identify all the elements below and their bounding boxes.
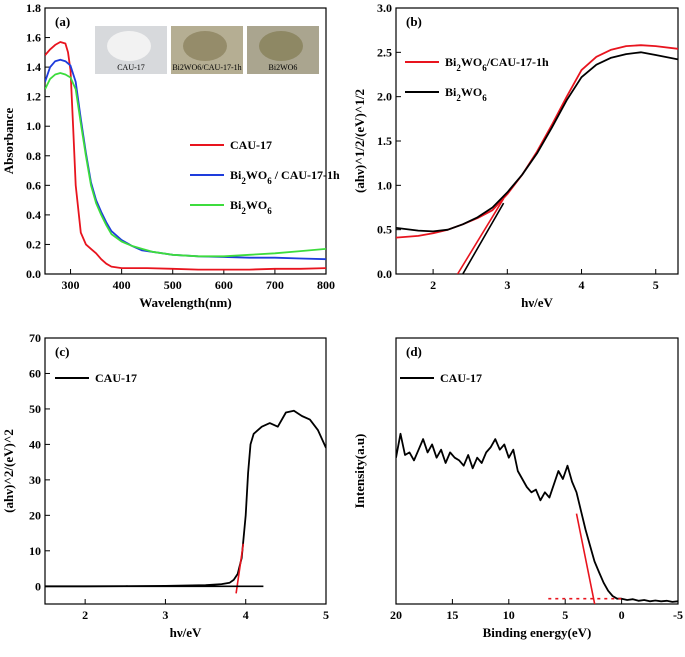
panel-b: 2 3 4 5 0.0 0.5 1.0 1.5 2.0 2.5 3.0 hν/eV (ahν)^1/2/… — [352, 1, 679, 310]
y-tick-label: 1.4 — [26, 60, 41, 74]
x-tick-label: 10 — [503, 608, 515, 622]
x-tick-label: 400 — [113, 278, 131, 292]
panel-c: 2 3 4 5010203040506070hν/eV(ahν)^2/(eV)^2(c… — [1, 331, 329, 640]
x-tick-label: -5 — [673, 608, 683, 622]
x-tick-label: 4 — [579, 278, 585, 292]
x-tick-label: 2 — [430, 278, 436, 292]
x-tick-label: 300 — [62, 278, 80, 292]
y-tick-label: 1.0 — [377, 178, 392, 192]
photo-powder — [107, 31, 151, 61]
panel-a: 300 400 500 600 700 800 0.0 0.2 0.4 0.6 0.8 1.0 1.2 1… — [1, 1, 340, 310]
series-line-cau-17 — [45, 41, 326, 271]
series-line-bi2wo6-cau-17-1h — [396, 44, 678, 239]
y-tick-label: 1.0 — [26, 119, 41, 133]
panel-label: (a) — [55, 14, 70, 29]
x-axis-label: hν/eV — [170, 625, 202, 640]
y-tick-label: 3.0 — [377, 1, 392, 15]
y-tick-label: 0 — [35, 579, 41, 593]
x-tick-label: 500 — [164, 278, 182, 292]
series-line-bi2wo6 — [396, 51, 678, 233]
y-axis-label: (ahν)^1/2/(eV)^1/2 — [352, 89, 367, 193]
y-tick-label: 50 — [29, 402, 41, 416]
y-axis-label: Absorbance — [1, 108, 16, 175]
legend-label: CAU-17 — [95, 371, 137, 385]
x-tick-label: 15 — [446, 608, 458, 622]
y-tick-label: 2.5 — [377, 45, 392, 59]
panel-label: (d) — [406, 344, 422, 359]
x-tick-label: 700 — [266, 278, 284, 292]
y-axis-label: (ahν)^2/(eV)^2 — [1, 429, 16, 513]
photo-powder — [259, 31, 303, 61]
x-tick-label: 3 — [162, 608, 168, 622]
legend-label: Bi2WO6 — [230, 198, 272, 216]
y-tick-label: 1.5 — [377, 134, 392, 148]
legend-label: Bi2WO6 — [445, 85, 487, 103]
x-tick-label: 800 — [317, 278, 335, 292]
y-tick-label: 1.6 — [26, 31, 41, 45]
y-tick-label: 0.6 — [26, 178, 41, 192]
photo-label: Bi2WO6 — [269, 63, 298, 72]
y-tick-label: 60 — [29, 366, 41, 380]
x-tick-label: 5 — [653, 278, 659, 292]
y-axis-label: Intensity(a.u) — [352, 434, 367, 509]
photo-inset: Bi2WO6/CAU-17-1h — [171, 26, 243, 74]
photo-inset: CAU-17 — [95, 26, 167, 74]
photo-inset: Bi2WO6 — [247, 26, 319, 74]
y-tick-label: 40 — [29, 437, 41, 451]
y-tick-label: 0.5 — [377, 223, 392, 237]
series-group — [396, 432, 678, 604]
x-axis-label: hν/eV — [521, 295, 553, 310]
x-tick-label: 5 — [562, 608, 568, 622]
y-tick-label: 0.8 — [26, 149, 41, 163]
series-line-fit-red — [575, 513, 596, 604]
y-tick-label: 0.0 — [26, 267, 41, 281]
photo-powder — [183, 31, 227, 61]
plot-frame — [44, 337, 327, 605]
x-tick-label: 4 — [243, 608, 249, 622]
x-axis-label: Wavelength(nm) — [139, 295, 231, 310]
y-tick-label: 70 — [29, 331, 41, 345]
legend-label: CAU-17 — [230, 138, 272, 152]
legend-label: Bi2WO6/CAU-17-1h — [445, 55, 549, 73]
x-tick-label: 600 — [215, 278, 233, 292]
series-line-fit-red — [456, 198, 505, 274]
y-tick-label: 30 — [29, 473, 41, 487]
series-group — [45, 41, 326, 271]
y-tick-label: 1.8 — [26, 1, 41, 15]
photo-label: CAU-17 — [117, 63, 145, 72]
legend-label: CAU-17 — [440, 371, 482, 385]
x-tick-label: 0 — [619, 608, 625, 622]
y-tick-label: 0.2 — [26, 237, 41, 251]
y-tick-label: 0.0 — [377, 267, 392, 281]
series-line-bi2wo6 — [45, 72, 326, 258]
x-tick-label: 2 — [82, 608, 88, 622]
y-tick-label: 1.2 — [26, 90, 41, 104]
x-tick-label: 20 — [390, 608, 402, 622]
plot-frame — [395, 7, 679, 275]
series-group — [45, 409, 326, 594]
plot-frame — [395, 337, 679, 605]
y-tick-label: 0.4 — [26, 208, 41, 222]
plot-frame — [44, 7, 327, 275]
x-tick-label: 5 — [323, 608, 329, 622]
panel-label: (b) — [406, 14, 422, 29]
panel-label: (c) — [55, 344, 69, 359]
series-line-fit-red — [235, 543, 245, 594]
y-tick-label: 2.0 — [377, 90, 392, 104]
photo-label: Bi2WO6/CAU-17-1h — [172, 63, 241, 72]
y-tick-label: 20 — [29, 508, 41, 522]
x-tick-label: 3 — [504, 278, 510, 292]
y-tick-label: 10 — [29, 544, 41, 558]
legend-label: Bi2WO6 / CAU-17-1h — [230, 168, 340, 186]
series-line-cau-17 — [45, 409, 326, 588]
series-line-fit-black — [462, 202, 505, 274]
series-group — [396, 44, 678, 274]
panel-d: 20 15 10 5 0 -5 Binding energy(eV) Intensity(a.… — [352, 337, 683, 640]
series-line-cau-17 — [396, 432, 678, 603]
x-axis-label: Binding energy(eV) — [483, 625, 592, 640]
